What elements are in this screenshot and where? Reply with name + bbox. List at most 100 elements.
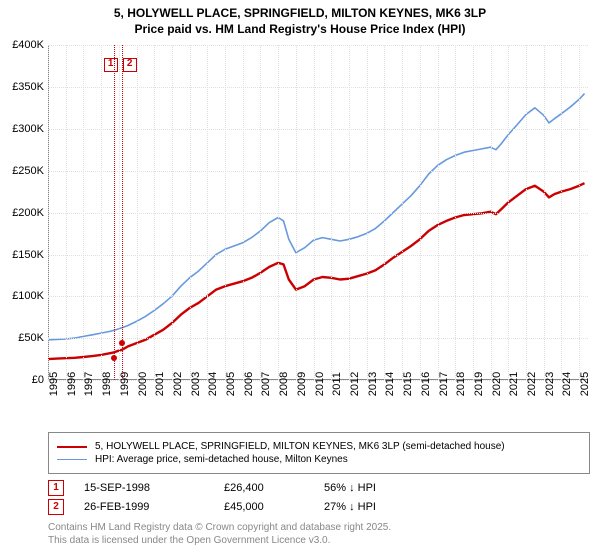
- y-tick-label: £100K: [12, 290, 44, 302]
- y-tick-label: £150K: [12, 249, 44, 261]
- x-tick-label: 2013: [367, 372, 379, 396]
- gridline-h: [48, 296, 588, 297]
- legend-swatch: [57, 446, 87, 448]
- x-tick-label: 2023: [544, 372, 556, 396]
- x-tick-label: 2006: [243, 372, 255, 396]
- gridline-v: [544, 45, 545, 380]
- gridline-v: [207, 45, 208, 380]
- x-tick-label: 2018: [455, 372, 467, 396]
- gridline-v: [101, 45, 102, 380]
- y-tick-label: £300K: [12, 123, 44, 135]
- sales-table: 115-SEP-1998£26,40056% ↓ HPI226-FEB-1999…: [48, 480, 590, 515]
- x-tick-label: 2019: [473, 372, 485, 396]
- x-tick-label: 2009: [296, 372, 308, 396]
- gridline-v: [561, 45, 562, 380]
- title-line-1: 5, HOLYWELL PLACE, SPRINGFIELD, MILTON K…: [0, 6, 600, 22]
- x-tick-label: 2008: [278, 372, 290, 396]
- gridline-v: [455, 45, 456, 380]
- x-tick-label: 2014: [384, 372, 396, 396]
- gridline-v: [402, 45, 403, 380]
- gridline-v: [420, 45, 421, 380]
- gridline-v: [331, 45, 332, 380]
- gridline-v: [296, 45, 297, 380]
- legend-swatch: [57, 459, 87, 460]
- gridline-v: [579, 45, 580, 380]
- x-tick-label: 2000: [137, 372, 149, 396]
- gridline-v: [278, 45, 279, 380]
- x-tick-label: 2002: [172, 372, 184, 396]
- x-tick-label: 1996: [66, 372, 78, 396]
- legend: 5, HOLYWELL PLACE, SPRINGFIELD, MILTON K…: [48, 432, 590, 474]
- gridline-v: [314, 45, 315, 380]
- gridline-v: [119, 45, 120, 380]
- footer-line-2: This data is licensed under the Open Gov…: [48, 534, 590, 547]
- sale-badge: 2: [48, 499, 64, 515]
- gridline-h: [48, 171, 588, 172]
- footer-line-1: Contains HM Land Registry data © Crown c…: [48, 521, 590, 534]
- sale-vs-hpi: 56% ↓ HPI: [324, 482, 376, 494]
- gridline-v: [473, 45, 474, 380]
- gridline-v: [190, 45, 191, 380]
- x-tick-label: 2016: [420, 372, 432, 396]
- gridline-h: [48, 213, 588, 214]
- y-tick-label: £0: [32, 374, 44, 386]
- x-tick-label: 2021: [508, 372, 520, 396]
- y-tick-label: £200K: [12, 207, 44, 219]
- x-tick-label: 2007: [260, 372, 272, 396]
- gridline-h: [48, 129, 588, 130]
- chart-title: 5, HOLYWELL PLACE, SPRINGFIELD, MILTON K…: [0, 0, 600, 37]
- x-tick-label: 2011: [331, 372, 343, 396]
- sale-row: 115-SEP-1998£26,40056% ↓ HPI: [48, 480, 590, 496]
- footer-attribution: Contains HM Land Registry data © Crown c…: [48, 521, 590, 547]
- x-tick-label: 2024: [561, 372, 573, 396]
- sale-vs-hpi: 27% ↓ HPI: [324, 501, 376, 513]
- x-tick-label: 2003: [190, 372, 202, 396]
- series-price_paid: [48, 183, 585, 359]
- x-tick-label: 2017: [438, 372, 450, 396]
- gridline-v: [66, 45, 67, 380]
- gridline-v: [225, 45, 226, 380]
- gridline-v: [83, 45, 84, 380]
- x-tick-label: 2020: [491, 372, 503, 396]
- y-tick-label: £400K: [12, 39, 44, 51]
- x-tick-label: 2022: [526, 372, 538, 396]
- gridline-v: [154, 45, 155, 380]
- legend-label: HPI: Average price, semi-detached house,…: [95, 454, 348, 465]
- sale-date: 15-SEP-1998: [84, 482, 204, 494]
- y-tick-label: £250K: [12, 165, 44, 177]
- gridline-v: [384, 45, 385, 380]
- gridline-v: [172, 45, 173, 380]
- gridline-v: [491, 45, 492, 380]
- sale-dot: [111, 355, 117, 361]
- legend-label: 5, HOLYWELL PLACE, SPRINGFIELD, MILTON K…: [95, 441, 505, 452]
- x-tick-label: 1995: [48, 372, 60, 396]
- sale-vline: [122, 45, 123, 380]
- gridline-v: [438, 45, 439, 380]
- gridline-v: [367, 45, 368, 380]
- x-tick-label: 1999: [119, 372, 131, 396]
- gridline-v: [526, 45, 527, 380]
- sale-index-box: 2: [123, 58, 137, 72]
- gridline-h: [48, 338, 588, 339]
- x-tick-label: 1997: [83, 372, 95, 396]
- sale-dot: [119, 340, 125, 346]
- x-tick-label: 2015: [402, 372, 414, 396]
- legend-row: HPI: Average price, semi-detached house,…: [57, 454, 581, 465]
- title-line-2: Price paid vs. HM Land Registry's House …: [0, 22, 600, 38]
- series-hpi: [48, 94, 585, 340]
- gridline-v: [349, 45, 350, 380]
- gridline-h: [48, 87, 588, 88]
- x-tick-label: 2010: [314, 372, 326, 396]
- chart-container: 5, HOLYWELL PLACE, SPRINGFIELD, MILTON K…: [0, 0, 600, 560]
- sale-price: £45,000: [224, 501, 304, 513]
- x-tick-label: 1998: [101, 372, 113, 396]
- gridline-v: [137, 45, 138, 380]
- x-tick-label: 2012: [349, 372, 361, 396]
- gridline-h: [48, 45, 588, 46]
- gridline-v: [243, 45, 244, 380]
- sale-vline: [114, 45, 115, 380]
- sale-row: 226-FEB-1999£45,00027% ↓ HPI: [48, 499, 590, 515]
- plot-area: £0£50K£100K£150K£200K£250K£300K£350K£400…: [48, 45, 588, 380]
- sale-badge: 1: [48, 480, 64, 496]
- legend-row: 5, HOLYWELL PLACE, SPRINGFIELD, MILTON K…: [57, 441, 581, 452]
